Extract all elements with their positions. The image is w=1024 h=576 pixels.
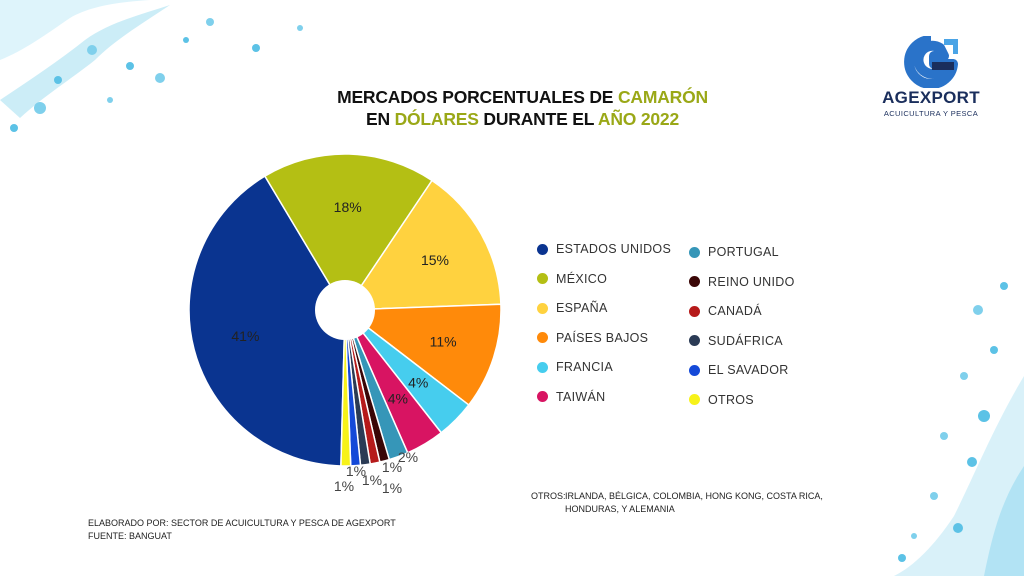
legend-label: FRANCIA [556,360,613,374]
chart-title-line-1: MERCADOS PORCENTUALES DE CAMARÓN [300,86,745,108]
data-label: 1% [334,478,354,494]
legend-item: SUDÁFRICA [689,331,783,351]
pie-slice [342,303,502,407]
legend-swatch [537,273,548,284]
legend-item: PORTUGAL [689,242,779,262]
legend-item: FRANCIA [537,357,613,377]
pie-slice [263,153,434,312]
footer-source: FUENTE: BANGUAT [88,531,172,541]
legend-label: PAÍSES BAJOS [556,330,649,345]
title-accent-text: AÑO 2022 [597,109,679,129]
legend-item: PAÍSES BAJOS [537,328,648,348]
data-label: 15% [421,252,449,268]
legend-label: PORTUGAL [708,245,779,259]
title-text: EN [366,109,395,129]
legend-swatch [537,243,548,255]
data-label: 1% [362,472,382,488]
footer: ELABORADO POR: SECTOR DE ACUICULTURA Y P… [88,517,396,543]
data-label: 1% [346,463,366,479]
logo-subtitle: ACUICULTURA Y PESCA [883,109,979,118]
title-text: MERCADOS PORCENTUALES DE [337,87,618,107]
legend-swatch [689,246,700,258]
legend-swatch [689,364,700,376]
legend-label: TAIWÁN [556,389,606,404]
pie-slice [188,175,346,467]
legend-swatch [689,394,700,405]
pie-chart: 41%18%15%11%4%4%2%1%1%1%1%1% [188,153,502,496]
legend-swatch [537,332,548,343]
agexport-g-logo-icon [904,36,958,88]
legend-item: ESTADOS UNIDOS [537,239,671,259]
legend-item: EL SAVADOR [689,360,789,380]
legend-label: EL SAVADOR [708,363,789,377]
legend-label: ESPAÑA [556,301,608,315]
legend-item: TAIWÁN [537,387,605,407]
legend-label: OTROS [708,392,754,407]
legend-item: REINO UNIDO [689,272,795,292]
data-label: 18% [334,199,362,215]
title-text: DURANTE EL [478,109,598,129]
legend-label: ESTADOS UNIDOS [556,242,672,256]
data-label: 41% [231,328,259,344]
legend-item: CANADÁ [689,301,762,321]
agexport-logo: AGEXPORT ACUICULTURA Y PESCA [876,36,986,126]
pie-slice [343,179,502,311]
data-label: 4% [388,390,408,406]
others-note-label: OTROS: [531,491,566,501]
data-label: 11% [430,333,457,349]
chart-title: MERCADOS PORCENTUALES DE CAMARÓN EN DÓLA… [300,86,745,130]
title-accent-text: DÓLARES [394,109,479,129]
donut-hole [315,280,375,340]
legend-item: OTROS [689,390,754,410]
others-note: OTROS: IRLANDA, BÉLGICA, COLOMBIA, HONG … [531,490,871,516]
legend-label: REINO UNIDO [708,274,795,289]
water-splash-decoration [0,0,303,132]
chart-title-line-2: EN DÓLARES DURANTE EL AÑO 2022 [300,108,745,130]
legend-label: CANADÁ [708,304,762,318]
legend-item: MÉXICO [537,269,607,289]
legend-swatch [689,305,700,317]
title-accent-text: CAMARÓN [617,87,708,107]
legend-item: ESPAÑA [537,298,608,318]
legend-label: MÉXICO [556,271,608,286]
legend-label: SUDÁFRICA [708,333,783,348]
legend-swatch [689,276,700,287]
legend-swatch [537,391,548,402]
data-label: 4% [408,374,428,390]
legend-swatch [537,361,548,373]
logo-name: AGEXPORT [882,88,980,107]
others-note-text: IRLANDA, BÉLGICA, COLOMBIA, HONG KONG, C… [565,491,823,514]
data-label: 1% [382,459,402,475]
data-label: 2% [398,449,418,465]
legend-swatch [537,302,548,314]
footer-credit: ELABORADO POR: SECTOR DE ACUICULTURA Y P… [88,518,396,528]
data-label: 1% [382,480,402,496]
legend-swatch [689,335,700,346]
pie-slice [340,309,352,467]
water-splash-decoration [894,282,1024,576]
